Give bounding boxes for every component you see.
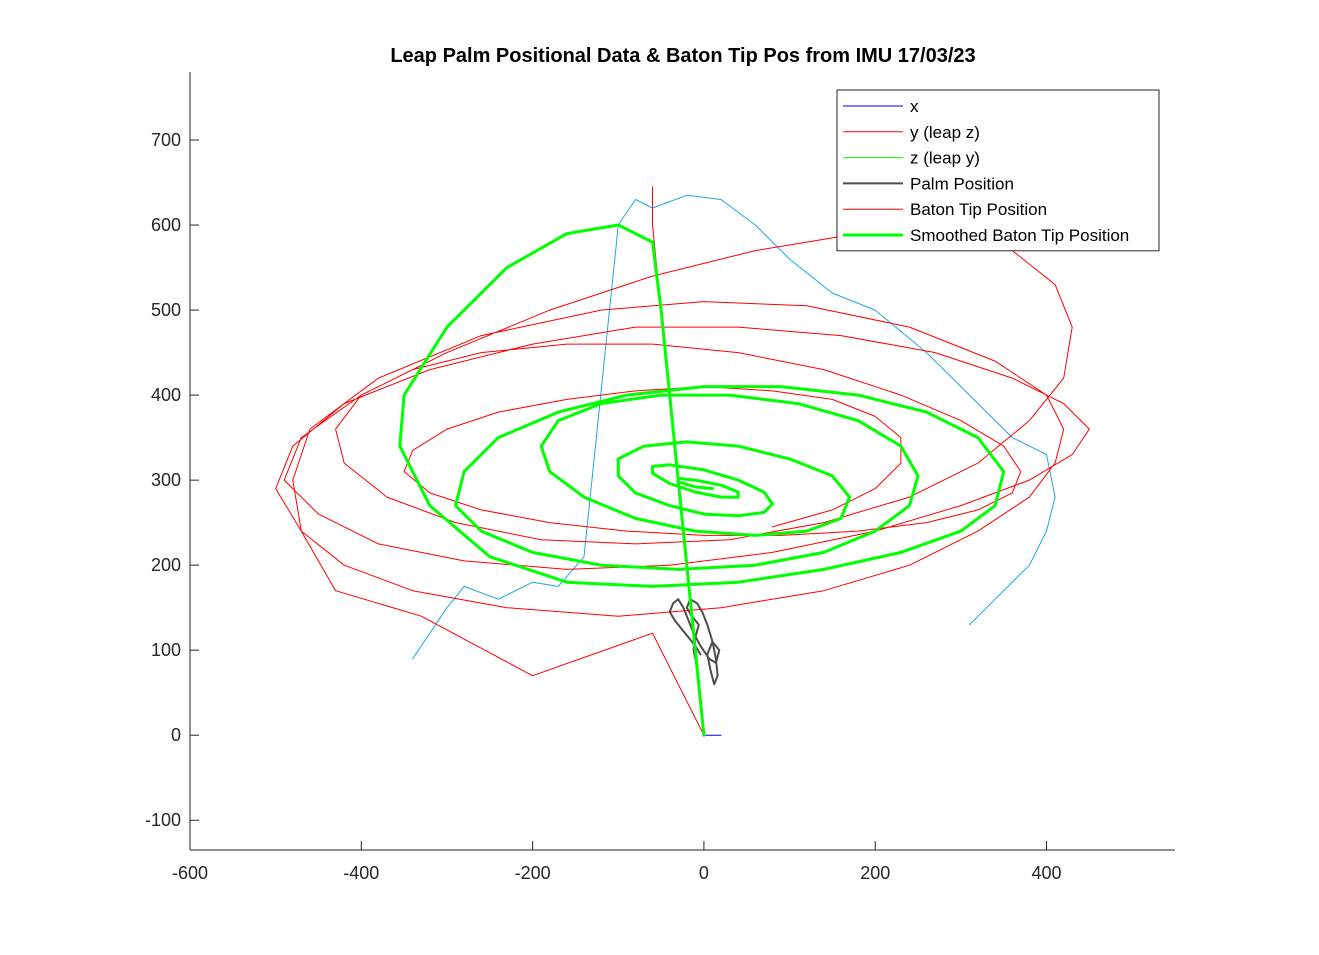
x-tick-label: 0 xyxy=(699,863,709,883)
y-tick-label: 300 xyxy=(151,470,181,490)
legend-entry-label: y (leap z) xyxy=(910,123,980,142)
x-tick-label: 400 xyxy=(1031,863,1061,883)
x-tick-label: -200 xyxy=(515,863,551,883)
legend-entry-label: Smoothed Baton Tip Position xyxy=(910,226,1129,245)
axes-layer: -600 -400 -200 0 200 400 -100 0 100 200 300 400 500 6… xyxy=(145,72,1175,883)
legend-entry-label: Baton Tip Position xyxy=(910,200,1047,219)
y-tick-label: 500 xyxy=(151,300,181,320)
y-tick-label: -100 xyxy=(145,810,181,830)
x-tick-label: -600 xyxy=(172,863,208,883)
x-tick-label: 200 xyxy=(860,863,890,883)
legend: x y (leap z) z (leap y) Palm Position Baton … xyxy=(836,89,1160,252)
y-tick-label: 100 xyxy=(151,640,181,660)
y-tick-label: 200 xyxy=(151,555,181,575)
chart-title: Leap Palm Positional Data & Baton Tip Po… xyxy=(390,45,975,67)
series-line-5 xyxy=(275,233,1090,736)
series-layer xyxy=(275,186,1090,737)
legend-entry-label: z (leap y) xyxy=(910,149,980,168)
series-line-4 xyxy=(668,598,721,737)
legend-entry-label: x xyxy=(910,97,919,116)
y-tick-label: 600 xyxy=(151,215,181,235)
series-line-7 xyxy=(398,223,1006,737)
plot-area: -600 -400 -200 0 200 400 -100 0 100 200 300 400 500 6… xyxy=(145,72,1175,883)
y-tick-label: 700 xyxy=(151,130,181,150)
legend-entry-label: Palm Position xyxy=(910,174,1014,193)
series-line-3 xyxy=(412,194,1056,660)
y-tick-label: 400 xyxy=(151,385,181,405)
legend-box xyxy=(836,89,1160,252)
y-tick-label: 0 xyxy=(171,725,181,745)
x-tick-label: -400 xyxy=(343,863,379,883)
